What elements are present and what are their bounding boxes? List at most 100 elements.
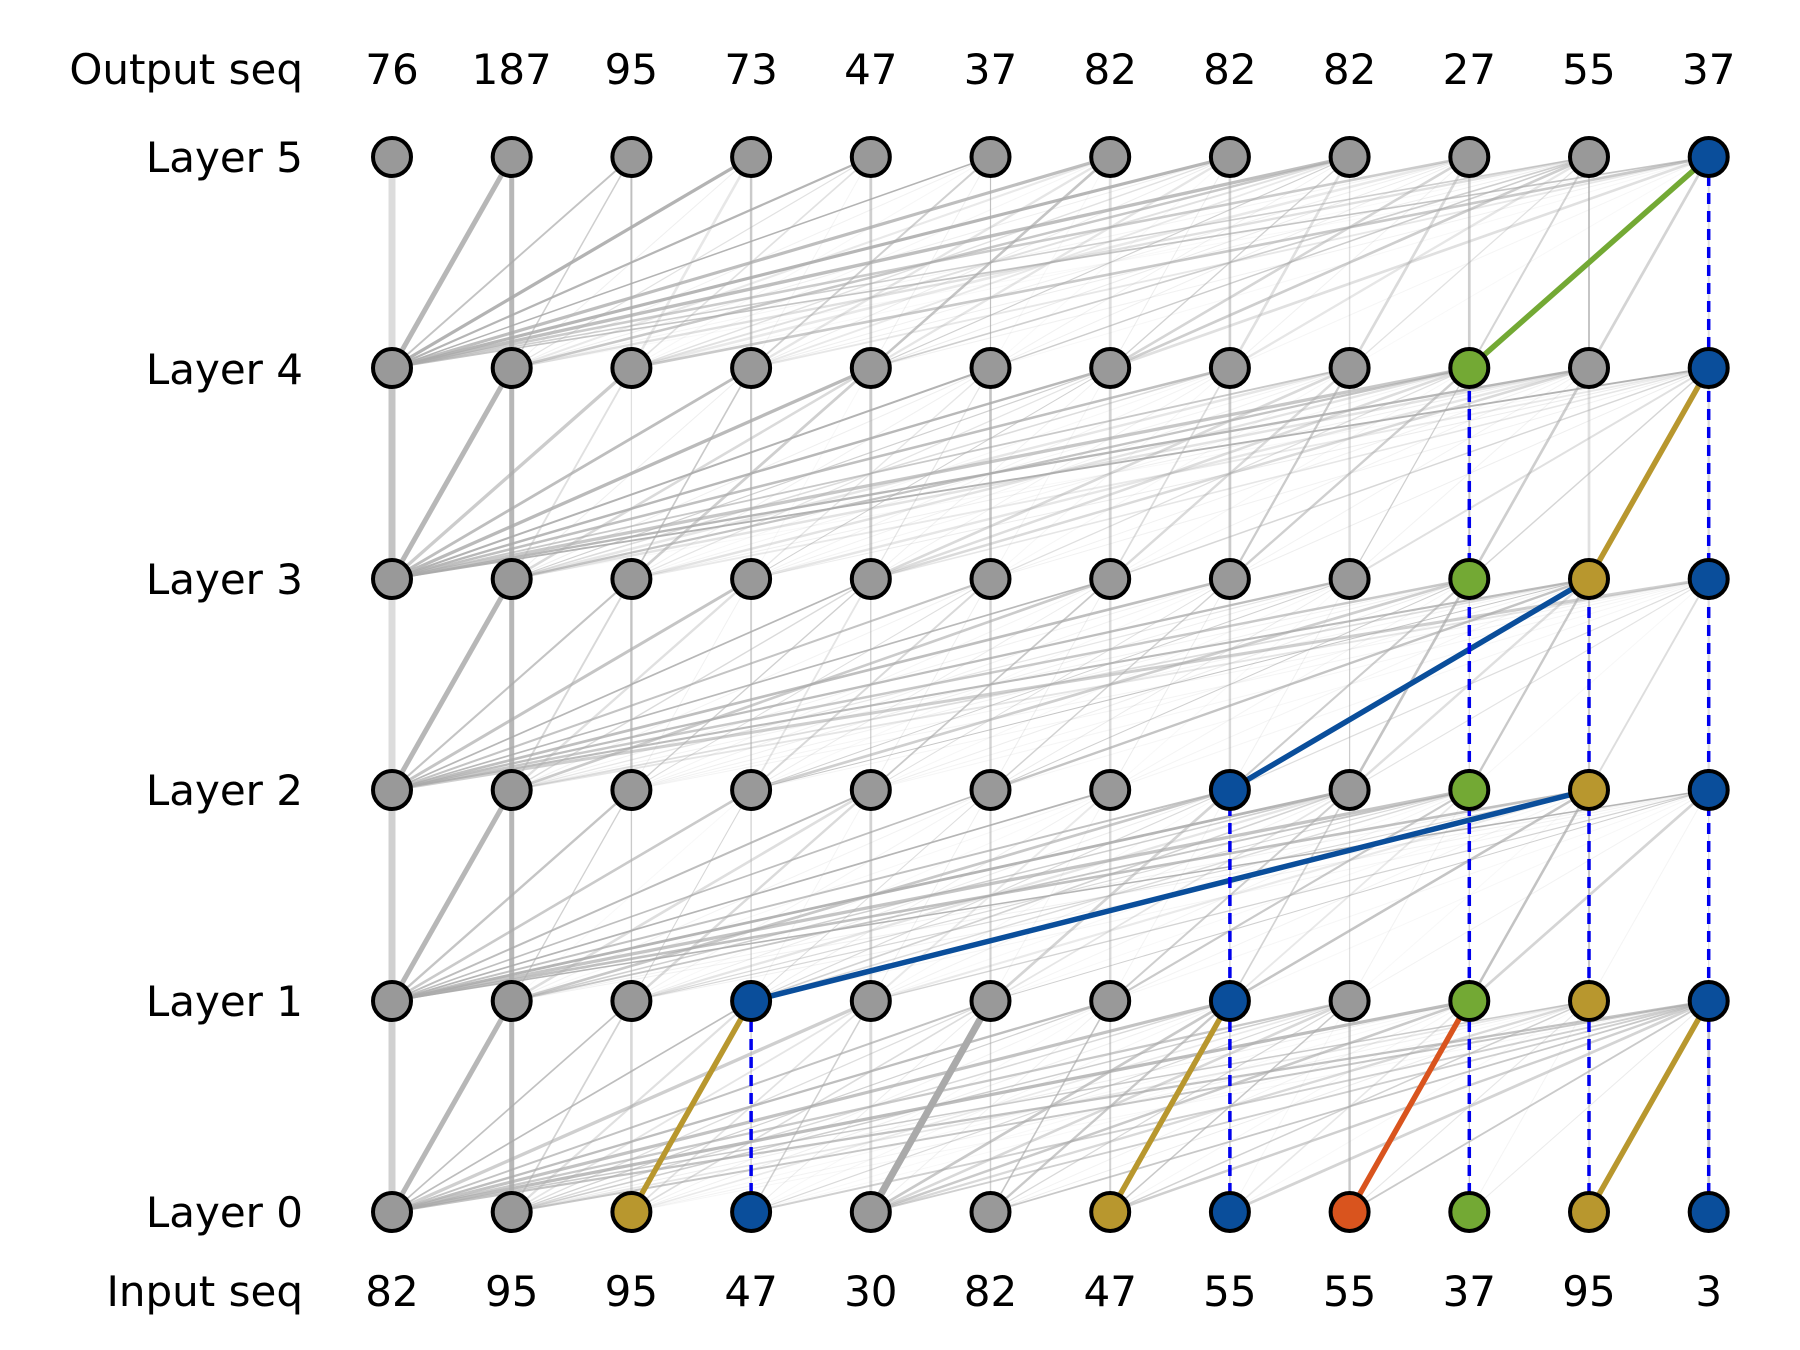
token-node [1208,136,1251,178]
output-token: 37 [964,45,1017,94]
highlight-edge-blue [1227,576,1592,793]
attention-edge [511,789,1709,1002]
input-token: 47 [724,1267,777,1316]
token-node [1687,769,1730,811]
token-node [969,558,1012,600]
token-node [1089,769,1132,811]
attention-edge [750,578,1590,791]
token-node [969,347,1012,389]
attention-edge [1349,789,1709,1002]
attention-edge [391,789,1231,1002]
attention-edge [631,156,1590,369]
attention-edge [391,578,872,791]
attention-edge [391,1000,1590,1213]
sequence-values: 76 187 95 73 47 37 82 82 82 27 55 37 82 95 95 47 30 82 47 5… [365,45,1735,1316]
attention-edge [389,155,514,370]
token-node [730,769,773,811]
output-token: 47 [844,45,897,94]
highlight-edge-gold [1586,365,1712,582]
token-node [371,136,413,178]
input-token: 37 [1443,1267,1496,1316]
layer-label-3: Layer 3 [146,555,303,604]
token-node [610,980,653,1022]
attention-edge [391,366,1231,581]
attention-edge [391,788,1470,1003]
attention-edge [391,578,991,791]
attention-edge [511,156,1709,369]
layer-label-5: Layer 5 [146,133,303,182]
attention-edge [750,156,1709,369]
layer-label-0: Layer 0 [146,1188,303,1237]
attention-edge [389,788,514,1003]
token-node [1089,347,1132,389]
output-seq-label: Output seq [69,45,303,94]
token-node [1328,558,1371,600]
attention-edge [1109,367,1231,580]
token-node [1568,769,1610,811]
attention-edge [631,155,1709,370]
attention-edge [750,1000,1709,1213]
token-node [849,558,892,600]
attention-edge [750,367,1470,580]
token-node [610,347,653,389]
attention-edge [750,156,1470,369]
attention-edge [511,578,1709,791]
gray-attention-edges [388,155,1710,1214]
attention-edge [389,577,514,792]
token-node [371,980,413,1022]
token-node [1208,558,1251,600]
attention-edge [391,156,1590,369]
token-node [1568,558,1610,600]
attention-edge [391,155,1111,370]
token-node [730,980,773,1022]
attention-edge [1468,367,1710,580]
input-token: 82 [365,1267,418,1316]
attention-edge [391,366,752,581]
layer-label-4: Layer 4 [146,345,303,394]
token-node [490,980,533,1022]
token-node [371,1191,413,1233]
highlight-edge-orange [1346,998,1473,1215]
attention-edge [1109,155,1710,370]
token-node [1448,558,1491,600]
attention-edge [391,366,1470,581]
attention-edge [391,367,1350,580]
output-token: 55 [1562,45,1615,94]
attention-edge [1109,155,1590,370]
attention-edge [1468,578,1591,791]
attention-edge [391,156,1709,369]
attention-edge [391,155,752,370]
token-node [610,558,653,600]
attention-edge [391,788,1590,1003]
attention-edge [750,366,1590,581]
token-node [610,769,653,811]
layer-label-1: Layer 1 [146,977,303,1026]
token-node [1328,769,1371,811]
token-node [1687,136,1730,178]
token-node [1687,980,1730,1022]
input-token: 95 [605,1267,658,1316]
token-node [1089,980,1132,1022]
highlight-edge-blue [748,787,1592,1004]
output-token: 27 [1443,45,1496,94]
token-node [969,980,1012,1022]
attention-edge [1587,156,1710,369]
attention-edge [631,578,1709,791]
attention-edge [1588,789,1710,1002]
attention-edge [1348,156,1471,369]
attention-edge [870,156,1590,369]
attention-edge [1468,1000,1710,1213]
attention-edge [870,367,1709,580]
attention-edge [391,156,991,369]
attention-edge [511,1000,1709,1213]
attention-edge [1109,367,1709,580]
token-node [1328,136,1371,178]
token-node [371,558,413,600]
input-token: 82 [964,1267,1017,1316]
attention-edge [391,578,633,791]
attention-edge [870,789,1709,1002]
attention-edge [391,577,752,792]
output-token: 37 [1682,45,1735,94]
input-seq-label: Input seq [107,1267,304,1316]
attention-edge [870,156,1350,369]
